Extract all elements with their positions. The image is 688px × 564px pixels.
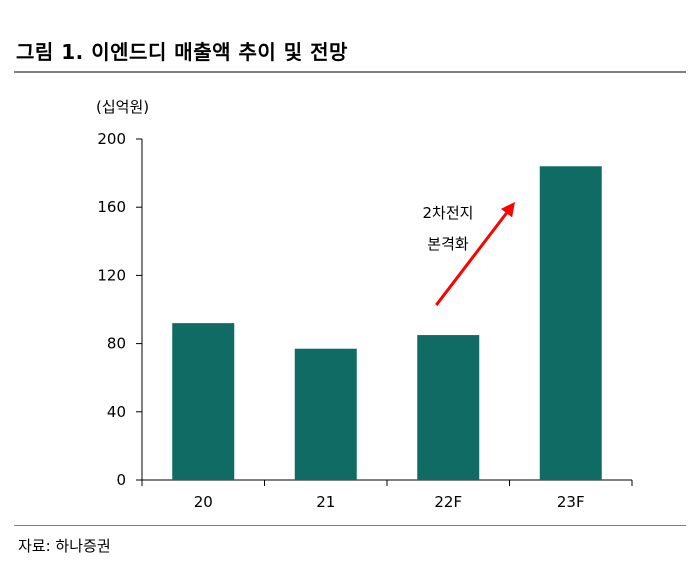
annotation-arrow-head [500,202,515,218]
y-tick-label: 120 [97,266,126,284]
y-tick-label: 80 [107,335,126,353]
y-tick-label: 40 [107,403,126,421]
source-note: 자료: 하나증권 [18,537,111,555]
chart-title: 그림 1. 이엔드디 매출액 추이 및 전망 [16,40,348,64]
annotation: 2차전지 본격화 [423,202,515,306]
annotation-line-1: 2차전지 [423,204,474,222]
annotation-line-2: 본격화 [427,235,469,253]
bar-20 [172,323,235,480]
bar-22F [417,335,480,480]
y-axis-unit-label: (십억원) [96,98,149,116]
title-divider [14,71,686,73]
bar-23F [539,166,602,480]
x-tick-label: 23F [557,493,585,511]
y-axis: 0 40 80 120 160 200 [97,130,143,489]
y-tick-label: 200 [97,130,126,148]
annotation-arrow-shaft [435,212,508,306]
y-tick-label: 160 [97,198,126,216]
x-tick-label: 20 [194,493,213,511]
bar-21 [294,348,357,480]
x-tick-label: 21 [316,493,335,511]
x-axis: 20 21 22F 23F [141,479,633,511]
x-tick-label: 22F [434,493,462,511]
bars [172,166,602,480]
y-tick-label: 0 [116,471,126,489]
source-divider [14,525,686,526]
